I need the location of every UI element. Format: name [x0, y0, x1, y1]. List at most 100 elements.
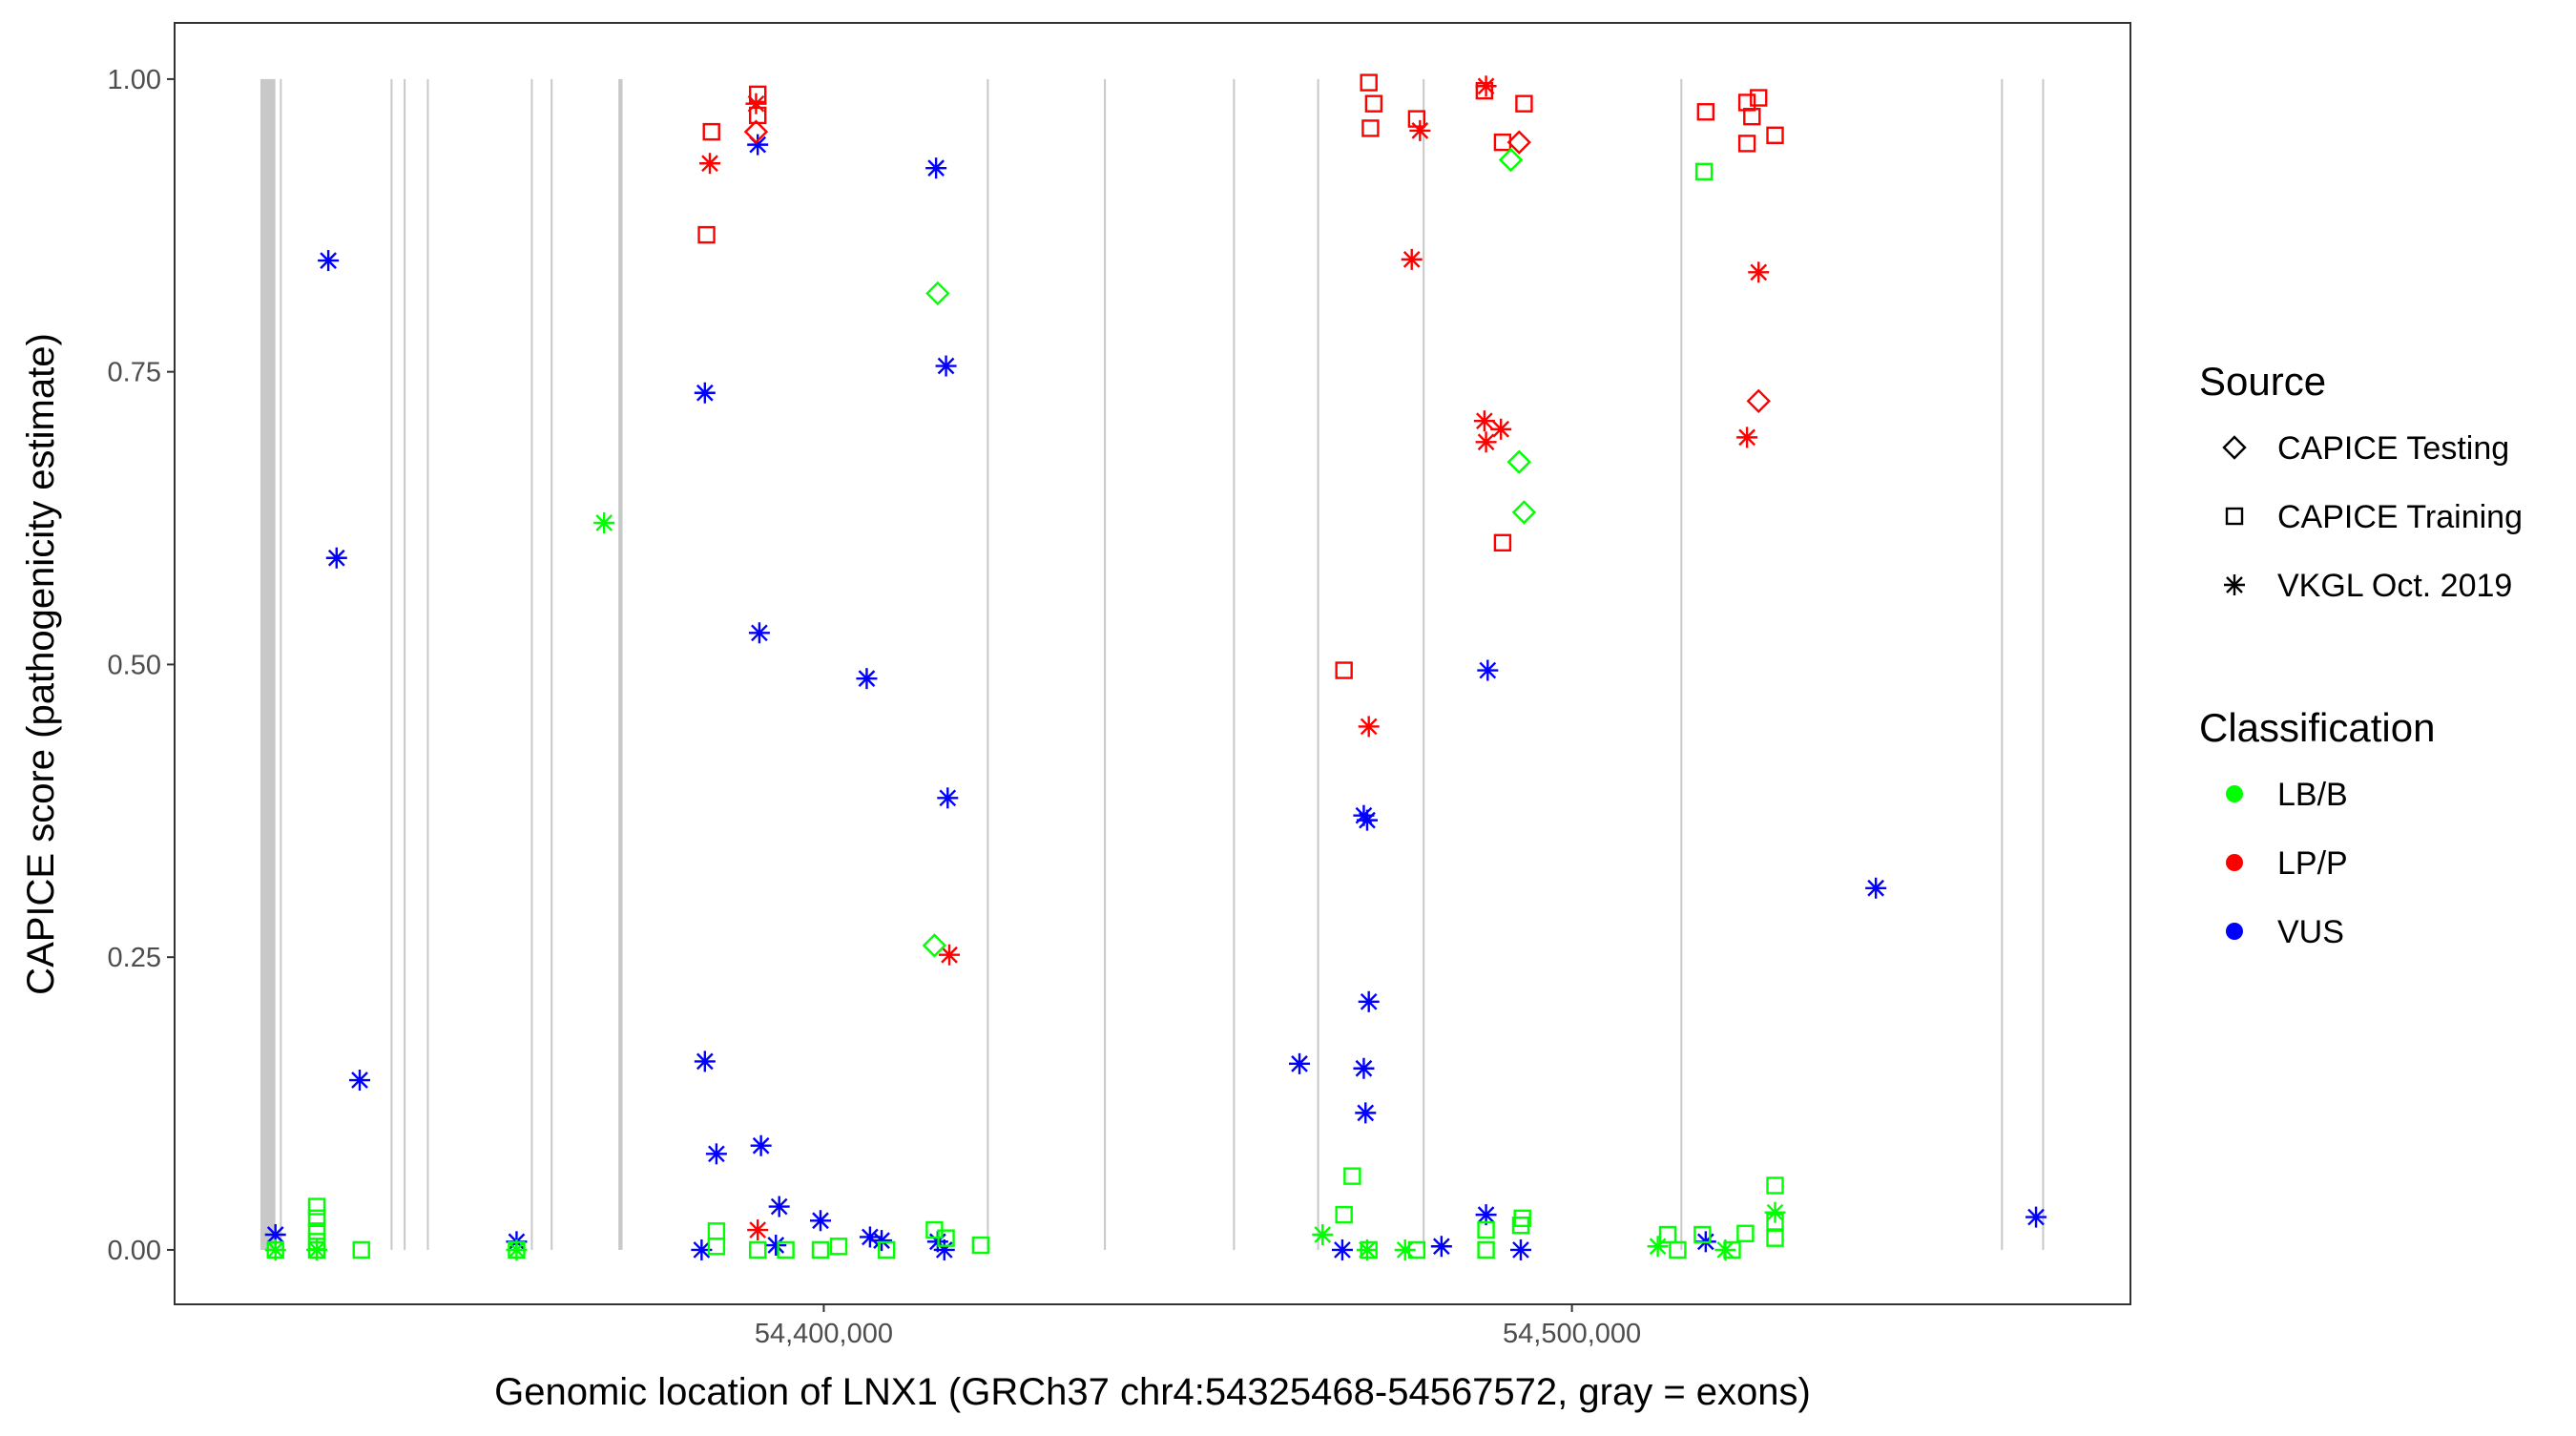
legend-source-label: CAPICE Training	[2277, 499, 2523, 535]
data-point-square	[1515, 94, 1533, 113]
legend-class-label: VUS	[2277, 914, 2344, 950]
data-point-square	[508, 1240, 526, 1259]
data-point-asterisk	[1490, 418, 1512, 440]
data-point-square	[1736, 1224, 1755, 1242]
data-point-asterisk	[1358, 716, 1380, 738]
asterisk-stroke	[1359, 811, 1376, 829]
asterisk-stroke	[266, 1226, 284, 1243]
data-point-asterisk	[747, 1219, 769, 1241]
plot-panel-border	[174, 22, 2131, 1305]
data-point-asterisk	[699, 153, 721, 175]
exon-lines	[260, 78, 2045, 1250]
asterisk-stroke	[937, 357, 955, 375]
data-point-asterisk	[1401, 248, 1423, 270]
data-point-diamond	[925, 281, 950, 306]
data-point-asterisk	[325, 547, 347, 569]
y-tick-label: 0.50	[108, 650, 161, 680]
asterisk-stroke	[770, 1197, 788, 1216]
asterisk-stroke	[1360, 992, 1378, 1010]
data-point-asterisk	[1473, 410, 1495, 432]
asterisk-stroke	[752, 1136, 770, 1155]
asterisk-stroke	[1512, 1241, 1529, 1259]
y-tick-label: 0.75	[108, 358, 161, 388]
asterisk-stroke	[1492, 420, 1510, 438]
data-point-square	[1477, 1240, 1495, 1259]
data-point-asterisk	[1409, 119, 1431, 141]
data-point-square	[1343, 1167, 1361, 1185]
data-point-square	[1737, 94, 1756, 112]
data-point-asterisk	[871, 1230, 893, 1252]
asterisk-stroke	[939, 789, 957, 807]
asterisk-stroke	[927, 159, 945, 177]
legend-source-label: CAPICE Testing	[2277, 430, 2509, 467]
legend-class-label: LB/B	[2277, 777, 2348, 813]
asterisk-stroke	[2027, 1208, 2045, 1226]
exon-line	[1233, 78, 1236, 1250]
asterisk-stroke	[873, 1232, 890, 1249]
data-point-asterisk	[1355, 1102, 1377, 1124]
data-point-square	[1696, 103, 1715, 121]
data-point-asterisk	[1475, 75, 1497, 97]
legend-dot-icon	[2226, 923, 2243, 940]
exon-line	[390, 78, 393, 1250]
exon-line	[280, 78, 282, 1250]
data-point-square	[307, 1209, 326, 1228]
asterisk-stroke	[1738, 428, 1755, 447]
asterisk-stroke	[1750, 263, 1768, 281]
asterisk-stroke	[1314, 1226, 1332, 1243]
data-point-square	[1407, 1240, 1426, 1259]
legend-dot-icon	[2226, 854, 2243, 871]
data-point-square	[811, 1240, 830, 1259]
data-point-square	[697, 225, 716, 244]
data-point-diamond	[1506, 130, 1531, 155]
data-point-square	[1360, 1240, 1378, 1259]
asterisk-stroke	[1867, 879, 1884, 897]
exon-line	[1680, 78, 1683, 1250]
x-tick-label: 54,500,000	[1503, 1319, 1641, 1349]
data-point-square	[1493, 533, 1512, 552]
data-point-asterisk	[2025, 1206, 2047, 1228]
legend-source-title: Source	[2199, 359, 2326, 404]
data-point-asterisk	[593, 511, 615, 533]
data-point-square	[1737, 135, 1756, 153]
exon-line	[530, 78, 533, 1250]
asterisk-stroke	[1476, 412, 1493, 430]
data-point-diamond	[1498, 147, 1524, 173]
data-point-diamond	[1506, 449, 1531, 474]
data-point-asterisk	[937, 787, 959, 809]
exon-line	[260, 78, 276, 1250]
data-point-asterisk	[1356, 809, 1378, 831]
asterisk-stroke	[749, 1221, 767, 1238]
data-point-asterisk	[1475, 431, 1497, 453]
asterisk-stroke	[320, 252, 337, 269]
data-point-asterisk	[765, 1235, 787, 1257]
data-point-square	[702, 122, 720, 141]
data-point-asterisk	[1764, 1201, 1786, 1223]
asterisk-stroke	[327, 549, 345, 567]
data-point-asterisk	[318, 250, 340, 272]
data-point-square	[1361, 119, 1380, 137]
data-point-asterisk	[1748, 261, 1770, 283]
asterisk-stroke	[1357, 1104, 1375, 1122]
data-point-asterisk	[859, 1226, 881, 1248]
data-point-square	[307, 1240, 326, 1259]
data-point-square	[1360, 73, 1378, 92]
asterisk-stroke	[1291, 1054, 1308, 1072]
data-point-asterisk	[694, 1051, 716, 1072]
data-point-asterisk	[705, 1143, 727, 1165]
data-point-square	[1335, 1205, 1353, 1224]
exon-line	[551, 78, 553, 1250]
legend-class-label: LP/P	[2277, 845, 2348, 882]
data-point-square	[307, 1197, 326, 1216]
data-point-square	[1743, 107, 1761, 126]
data-point-diamond	[922, 933, 947, 958]
data-point-asterisk	[809, 1210, 831, 1232]
legend: Source CAPICE Testing CAPICE Training VKGL…	[2199, 359, 2523, 950]
asterisk-stroke	[508, 1241, 526, 1259]
data-point-square	[878, 1240, 896, 1259]
y-axis: 0.00 0.25 0.50 0.75 1.00	[108, 65, 175, 1266]
data-point-square	[971, 1236, 990, 1255]
data-point-asterisk	[745, 93, 767, 114]
data-point-asterisk	[1430, 1236, 1452, 1258]
